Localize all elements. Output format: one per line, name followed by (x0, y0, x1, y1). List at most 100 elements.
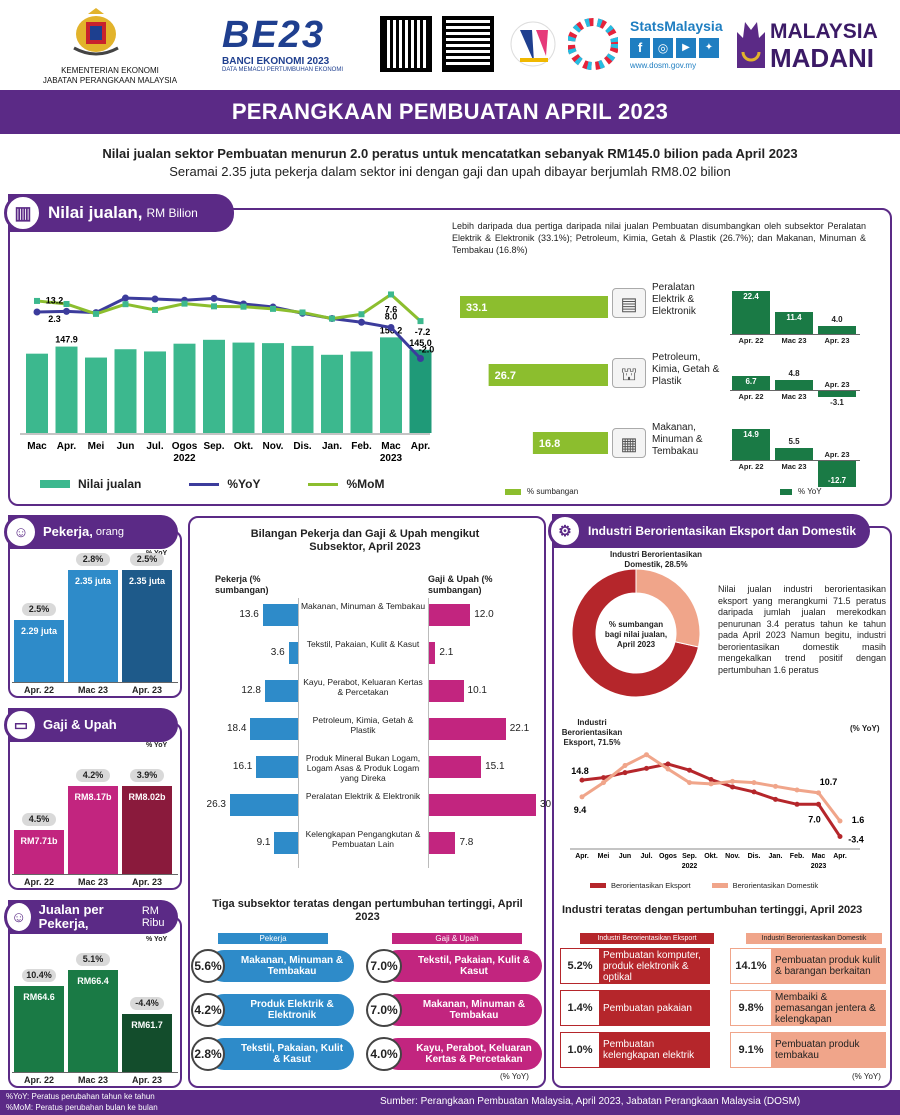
sector-contribution-chart: 33.1 26.7 16.8 (460, 296, 608, 454)
domestic-top-pct: 9.1% (738, 1044, 764, 1056)
gaji-yoy-label: % YoY (146, 742, 168, 749)
sales-bar-label: 147.9 (55, 335, 78, 345)
worker-icon: ☺ (4, 515, 38, 549)
top-subsector-title: Tiga subsektor teratas dengan pertumbuha… (212, 898, 523, 923)
export-top-label: Pembuatan komputer, produk elektronik & … (599, 949, 709, 983)
jualan_pekerja-heading-text: Jualan per Pekerja, (38, 902, 104, 931)
sales-bar (291, 345, 314, 433)
gaji-share-bar (428, 642, 436, 664)
export-point (773, 796, 778, 802)
gaji-period-label: Mac 23 (77, 877, 109, 887)
sales-year-2022: 2022 (173, 453, 196, 464)
export-line-label: 14.8 (571, 766, 589, 776)
qr-code-icon[interactable] (380, 16, 432, 72)
export-note: (% YoY) (852, 1072, 881, 1081)
export-heading-text: Industri Berorientasikan Eksport dan Dom… (588, 524, 857, 538)
subsector-label: Tekstil, Pakaian, Kulit & Kasut (306, 639, 420, 649)
headline-subtitle: Nilai jualan sektor Pembuatan menurun 2.… (102, 146, 798, 161)
stats-malaysia-brand: StatsMalaysia (630, 18, 723, 34)
top-pekerja-tag: Produk Elektrik & Elektronik (208, 994, 354, 1026)
sector-name: Peralatan Elektrik & Elektronik (652, 282, 696, 317)
export-point (708, 777, 714, 782)
sales-tick-label: Sep. (203, 441, 224, 452)
sales-tick-label: Jan. (322, 441, 342, 452)
pekerja-share-bar (274, 832, 298, 854)
export-point (751, 789, 757, 795)
sales-note: Lebih daripada dua pertiga daripada nila… (452, 221, 866, 255)
domestic-top-pct: 9.8% (738, 1002, 764, 1014)
line-tick-label: Jan. (768, 853, 782, 860)
export-line-label: -3.4 (848, 835, 864, 845)
footer-mom-note: %MoM: Peratus perubahan bulan ke bulan (6, 1103, 158, 1112)
export-dom-head: Industri Berorientasikan Domestik (746, 933, 882, 944)
sales-bar (232, 342, 255, 433)
yoy-point (151, 295, 159, 303)
mom-point (417, 318, 424, 325)
export-top-label: Pembuatan kelengkapan elektrik (599, 1033, 709, 1067)
top-note: (% YoY) (500, 1072, 529, 1081)
pekerja-share-value: 9.1 (256, 837, 271, 848)
domestic-top-label: Membaiki & pemasangan jentera & kelengka… (771, 991, 885, 1025)
line-year-2022: 2022 (682, 863, 698, 870)
gaji-heading: ▭ Gaji & Upah (4, 708, 178, 742)
pekerja-share-value: 18.4 (226, 723, 247, 734)
gaji-axis (12, 874, 178, 875)
contrib-bar-label: 33.1 (466, 302, 487, 314)
pekerja-share-value: 3.6 (270, 647, 285, 658)
twitter-icon[interactable]: ✦ (699, 38, 719, 58)
legend-dom-label: Berorientasikan Domestik (732, 881, 819, 890)
donut-slice (571, 568, 700, 698)
sales-bar (380, 337, 402, 433)
yoy-label: 13.2 (46, 295, 64, 305)
youtube-icon[interactable]: ▶ (676, 38, 696, 58)
mom-point (152, 306, 158, 313)
pekerja-share-bar (250, 718, 298, 740)
worker-sales-icon: ☺ (4, 900, 34, 934)
yoy-bar-label: 5.5 (788, 437, 800, 447)
gaji-pct-badge: 3.9% (130, 769, 164, 782)
facebook-icon[interactable]: f (630, 38, 650, 58)
sales-tick-label: Apr. (57, 441, 77, 452)
yoy-bar (775, 379, 813, 390)
yoy-bar (818, 390, 856, 397)
sales-tick-label: Jun (117, 441, 135, 452)
donut-center-label: % sumbangan bagi nilai jualan, April 202… (604, 620, 668, 649)
sales-tick-label: Jul. (146, 441, 163, 452)
export-top-row: 1.0% Pembuatan kelengkapan elektrik (560, 1032, 710, 1068)
top-pekerja-tag: Makanan, Minuman & Tembakau (208, 950, 354, 982)
yoy-point (387, 324, 395, 331)
jualan_pekerja-period-label: Apr. 22 (23, 1075, 54, 1085)
mom-point (240, 303, 247, 310)
stats-url[interactable]: www.dosm.gov.my (630, 61, 697, 70)
line-tick-label: Nov. (725, 853, 740, 860)
domestic-top-row: 14.1% Pembuatan produk kulit & barangan b… (730, 948, 886, 984)
export-top-row: 5.2% Pembuatan komputer, produk elektroni… (560, 948, 710, 984)
contrib-bar (488, 364, 608, 386)
jualan_pekerja-bar (68, 970, 118, 1072)
pekerja-pct-badge: 2.5% (22, 603, 56, 616)
domestic-line (581, 752, 842, 822)
domestic-point (751, 780, 757, 786)
legend-contrib-swatch (505, 488, 521, 495)
qr-code-facebook-icon[interactable] (442, 16, 494, 72)
mom-point (211, 303, 217, 310)
domestic-point (665, 766, 671, 772)
jualan_pekerja-heading: ☺ Jualan per Pekerja, RM Ribu (4, 900, 178, 934)
instagram-icon[interactable]: ◎ (653, 38, 673, 58)
export-point (665, 761, 671, 767)
line-tick-label: Ogos (659, 853, 677, 860)
pekerja-share-value: 12.8 (241, 685, 261, 696)
mom-point (388, 291, 394, 298)
yoy-bar-label: 22.4 (743, 292, 759, 302)
yoy-point (210, 294, 218, 302)
domestic-line-label: 9.4 (574, 805, 587, 815)
ministry-line1: KEMENTERIAN EKONOMI (61, 66, 159, 75)
export-point (622, 770, 628, 776)
top-pekerja-pct: 2.8% (191, 1037, 225, 1071)
mom-label: 7.6 (385, 304, 398, 314)
jualan_pekerja-yoy-label: % YoY (146, 936, 168, 943)
gaji-share-bar (428, 680, 464, 702)
sales-bar (173, 343, 196, 433)
domestic-top-label: Pembuatan produk tembakau (771, 1033, 885, 1067)
export-line-chart: 14.8 9.4 10.7 7.0 1.6 -3.4 Apr. Mei Jun Jul. Ogos S… (570, 752, 864, 870)
